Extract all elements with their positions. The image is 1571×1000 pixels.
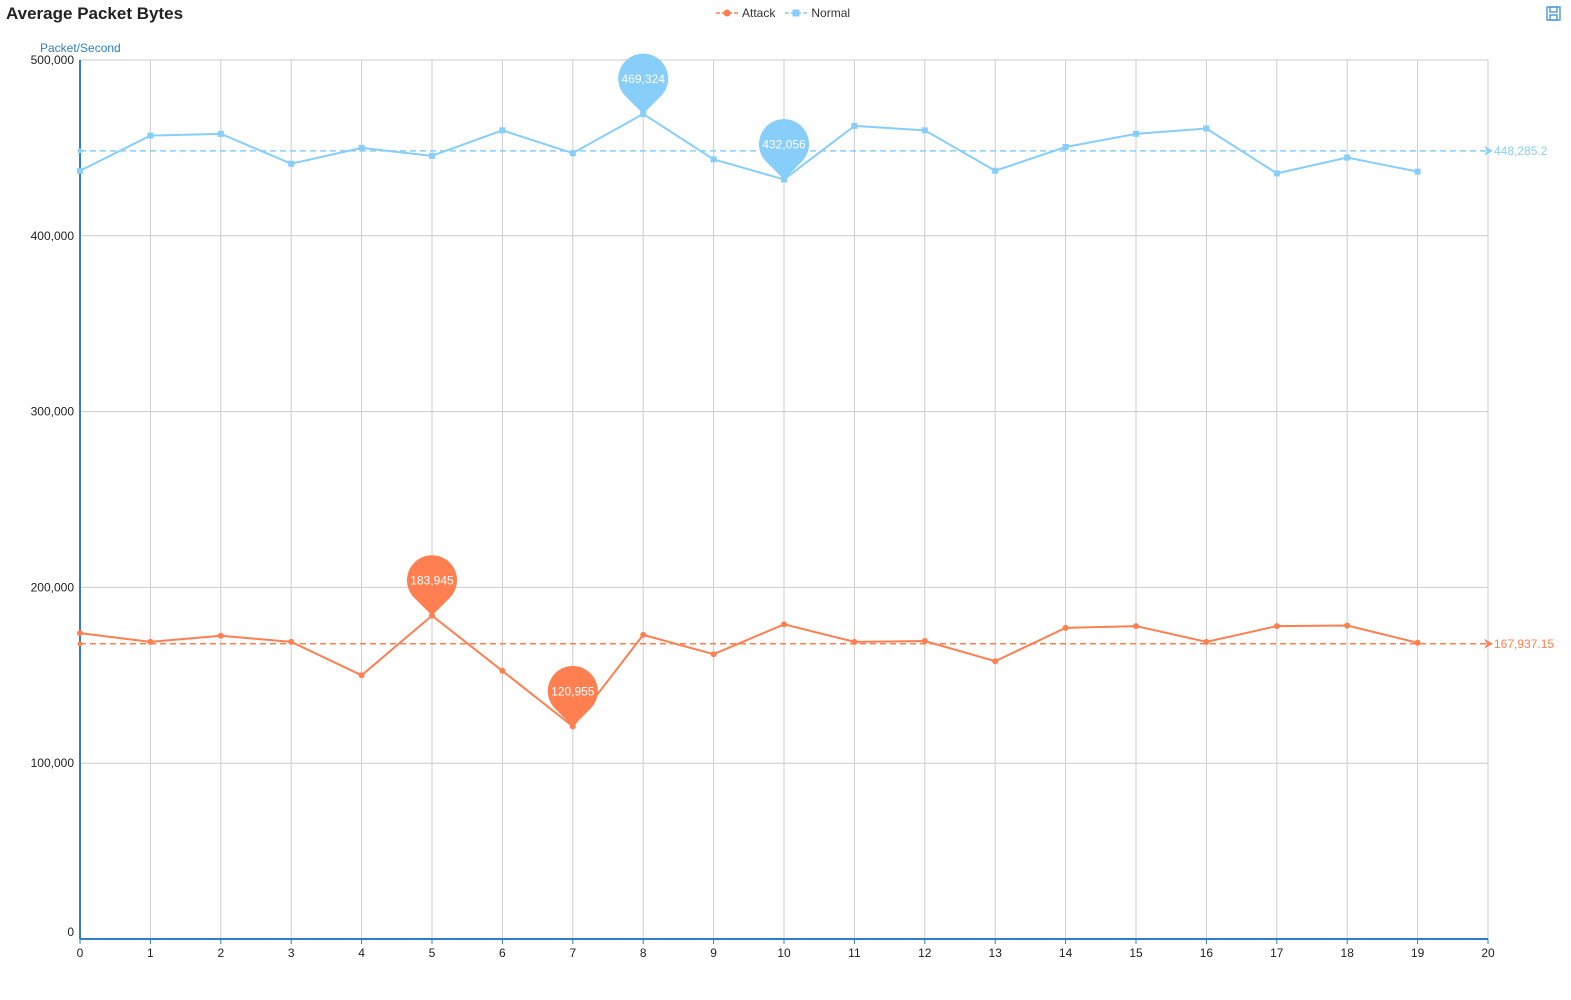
x-tick-label: 1 <box>147 946 154 960</box>
data-point-attack <box>358 672 365 679</box>
data-point-attack <box>1273 623 1280 630</box>
average-line-start-attack <box>77 641 83 647</box>
data-point-normal <box>992 167 999 174</box>
grid-lines <box>79 59 1489 940</box>
data-point-attack <box>710 651 717 658</box>
legend-normal-marker-icon <box>785 9 808 17</box>
legend-attack-label: Attack <box>742 6 776 20</box>
data-point-normal <box>851 122 858 129</box>
chart-title: Average Packet Bytes <box>6 4 184 23</box>
legend-item-normal[interactable]: Normal <box>785 6 850 20</box>
pin-max-normal: 469,324 <box>618 53 669 114</box>
y-tick-label: 500,000 <box>31 53 75 67</box>
data-point-normal <box>288 160 295 167</box>
data-point-attack <box>1203 638 1210 645</box>
x-tick-label: 8 <box>640 946 647 960</box>
data-point-attack <box>640 631 647 638</box>
series-line-attack <box>79 614 1418 728</box>
data-point-attack <box>781 621 787 628</box>
average-arrow-attack <box>1484 638 1493 649</box>
data-point-normal <box>1344 154 1351 161</box>
data-point-attack <box>147 638 154 645</box>
pin-label-max-normal: 469,324 <box>622 72 666 86</box>
data-point-attack <box>288 638 295 645</box>
save-image-icon <box>1546 6 1561 21</box>
legend: Attack Normal <box>716 5 860 21</box>
data-point-attack <box>499 667 506 674</box>
data-point-attack <box>851 638 858 645</box>
pin-label-min-normal: 432,056 <box>762 137 806 151</box>
y-tick-label: 0 <box>67 925 74 939</box>
data-point-attack <box>921 638 928 645</box>
data-point-normal <box>217 130 224 137</box>
y-axis-label: Packet/Second <box>40 41 121 55</box>
x-tick-label: 18 <box>1341 946 1355 960</box>
x-tick-label: 19 <box>1411 946 1425 960</box>
pin-shape-max-attack <box>406 555 457 616</box>
data-point-normal <box>710 156 717 163</box>
y-tick-label: 300,000 <box>31 405 75 419</box>
average-arrow-normal <box>1484 145 1493 156</box>
x-tick-label: 15 <box>1129 946 1143 960</box>
average-line-start-normal <box>77 148 83 154</box>
data-point-normal <box>1273 170 1280 177</box>
x-tick-label: 3 <box>288 946 295 960</box>
y-tick-label: 400,000 <box>31 229 75 243</box>
pin-shape-min-attack <box>547 666 598 727</box>
pin-min-normal: 432,056 <box>758 119 809 180</box>
pin-shape-min-normal <box>758 119 809 180</box>
data-point-normal <box>147 132 154 139</box>
x-tick-label: 5 <box>429 946 436 960</box>
data-point-attack <box>1414 639 1421 646</box>
data-point-normal <box>77 167 83 174</box>
legend-item-attack[interactable]: Attack <box>716 6 775 20</box>
data-point-normal <box>569 150 576 157</box>
data-point-attack <box>1344 622 1351 629</box>
legend-attack-marker-icon <box>716 9 738 17</box>
pin-label-min-attack: 120,955 <box>551 684 595 698</box>
series-normal: 448,285.2 469,324 432,056 <box>77 53 1548 183</box>
x-tick-label: 0 <box>77 946 84 960</box>
data-point-normal <box>921 127 928 134</box>
x-tick-label: 20 <box>1481 946 1495 960</box>
data-point-normal <box>358 144 365 151</box>
pin-label-max-attack: 183,945 <box>410 574 454 588</box>
pin-min-attack: 120,955 <box>547 666 598 727</box>
data-point-normal <box>499 127 506 134</box>
data-point-normal <box>1062 144 1069 151</box>
save-image-button[interactable] <box>1545 5 1563 23</box>
x-tick-label: 16 <box>1200 946 1214 960</box>
average-label-attack: 167,937.15 <box>1494 637 1554 651</box>
data-point-normal <box>1414 168 1421 175</box>
average-label-normal: 448,285.2 <box>1494 144 1548 158</box>
x-tick-label: 17 <box>1270 946 1284 960</box>
legend-normal-label: Normal <box>811 6 851 20</box>
x-tick-label: 10 <box>777 946 791 960</box>
data-point-attack <box>1062 624 1069 631</box>
data-point-attack <box>217 632 224 639</box>
x-tick-label: 2 <box>217 946 224 960</box>
data-point-attack <box>992 658 999 665</box>
series-attack: 167,937.15 183,945 120,955 <box>77 555 1554 730</box>
series-line-normal <box>79 112 1418 181</box>
x-tick-label: 4 <box>358 946 365 960</box>
x-tick-label: 14 <box>1059 946 1073 960</box>
x-tick-label: 12 <box>918 946 932 960</box>
data-point-attack <box>77 630 83 637</box>
pin-max-attack: 183,945 <box>406 555 457 616</box>
data-point-attack <box>1133 623 1139 630</box>
x-tick-label: 6 <box>499 946 506 960</box>
pin-shape-max-normal <box>618 53 669 114</box>
x-tick-label: 11 <box>848 946 861 960</box>
y-tick-label: 200,000 <box>31 580 75 594</box>
data-point-normal <box>1203 125 1210 132</box>
x-tick-label: 9 <box>710 946 717 960</box>
data-point-normal <box>429 152 435 159</box>
y-tick-label: 100,000 <box>31 756 75 770</box>
x-tick-label: 13 <box>989 946 1003 960</box>
x-tick-label: 7 <box>569 946 576 960</box>
data-point-normal <box>1133 130 1139 137</box>
